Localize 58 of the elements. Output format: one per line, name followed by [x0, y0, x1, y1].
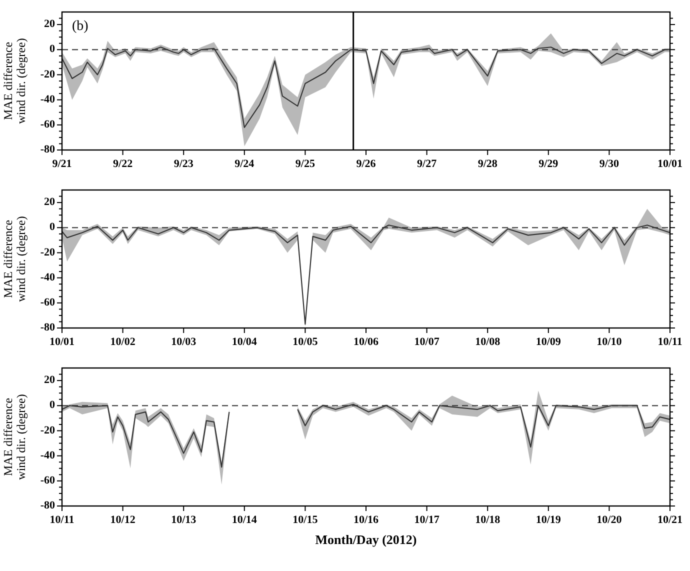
y-axis-title: MAE difference wind dir. (degree) — [1, 394, 28, 480]
x-tick-label: 10/11 — [50, 514, 74, 526]
x-tick-label: 10/08 — [475, 336, 501, 348]
x-tick-label: 10/01 — [657, 158, 683, 170]
x-tick-label: 10/03 — [171, 336, 197, 348]
line-series — [61, 224, 671, 325]
y-tick-label: -80 — [40, 322, 56, 334]
y-tick-label: -60 — [40, 474, 56, 486]
x-tick-label: 10/18 — [475, 514, 501, 526]
line-series — [61, 46, 671, 128]
y-tick-label: -20 — [40, 246, 56, 258]
x-tick-label: 9/27 — [417, 158, 438, 170]
x-tick-label: 10/02 — [110, 336, 136, 348]
y-tick-label: 20 — [44, 196, 56, 208]
x-tick-label: 9/22 — [113, 158, 134, 170]
x-tick-label: 10/19 — [536, 514, 562, 526]
y-tick-label: 0 — [50, 221, 56, 234]
annotation: (b) — [72, 19, 89, 34]
y-tick-label: -40 — [40, 449, 56, 462]
y-tick-label: -20 — [40, 68, 56, 80]
x-tick-label: 9/28 — [478, 158, 498, 170]
x-tick-label: 10/17 — [414, 514, 440, 526]
y-tick-label: -20 — [40, 424, 56, 436]
y-tick-label: -60 — [40, 118, 56, 130]
x-tick-label: 10/11 — [658, 336, 682, 348]
x-tick-label: 10/07 — [414, 336, 440, 348]
x-tick-label: 9/26 — [356, 158, 376, 170]
x-tick-label: 9/29 — [538, 158, 559, 170]
y-tick-label: 20 — [44, 18, 56, 30]
y-tick-label: -60 — [40, 296, 56, 308]
x-tick-label: 9/25 — [295, 158, 316, 170]
x-tick-label: 10/12 — [110, 514, 136, 526]
y-tick-label: -80 — [40, 144, 56, 156]
y-tick-label: 20 — [44, 374, 56, 386]
x-tick-label: 10/05 — [292, 336, 318, 348]
y-tick-label: 0 — [50, 399, 56, 412]
y-tick-label: -40 — [40, 271, 56, 284]
x-tick-label: 10/21 — [657, 514, 683, 526]
x-axis-title: Month/Day (2012) — [315, 532, 417, 547]
y-axis-title: MAE difference wind dir. (degree) — [1, 38, 28, 124]
x-tick-label: 10/16 — [353, 514, 380, 526]
x-tick-label: 10/04 — [232, 336, 258, 348]
x-tick-label: 9/21 — [52, 158, 72, 170]
x-tick-label: 9/23 — [174, 158, 194, 170]
x-tick-label: 10/15 — [292, 514, 318, 526]
x-tick-label: 10/09 — [536, 336, 562, 348]
x-tick-label: 10/14 — [232, 514, 258, 526]
x-tick-label: 10/10 — [596, 336, 622, 348]
y-axis-title: MAE difference wind dir. (degree) — [1, 216, 28, 302]
x-tick-label: 10/20 — [596, 514, 622, 526]
x-tick-label: 10/01 — [49, 336, 75, 348]
x-tick-label: 9/24 — [234, 158, 255, 170]
y-tick-label: 0 — [50, 43, 56, 56]
y-tick-label: -80 — [40, 500, 56, 512]
y-tick-label: -40 — [40, 93, 56, 106]
x-tick-label: 10/13 — [171, 514, 197, 526]
x-tick-label: 10/06 — [353, 336, 380, 348]
x-tick-label: 9/30 — [599, 158, 620, 170]
